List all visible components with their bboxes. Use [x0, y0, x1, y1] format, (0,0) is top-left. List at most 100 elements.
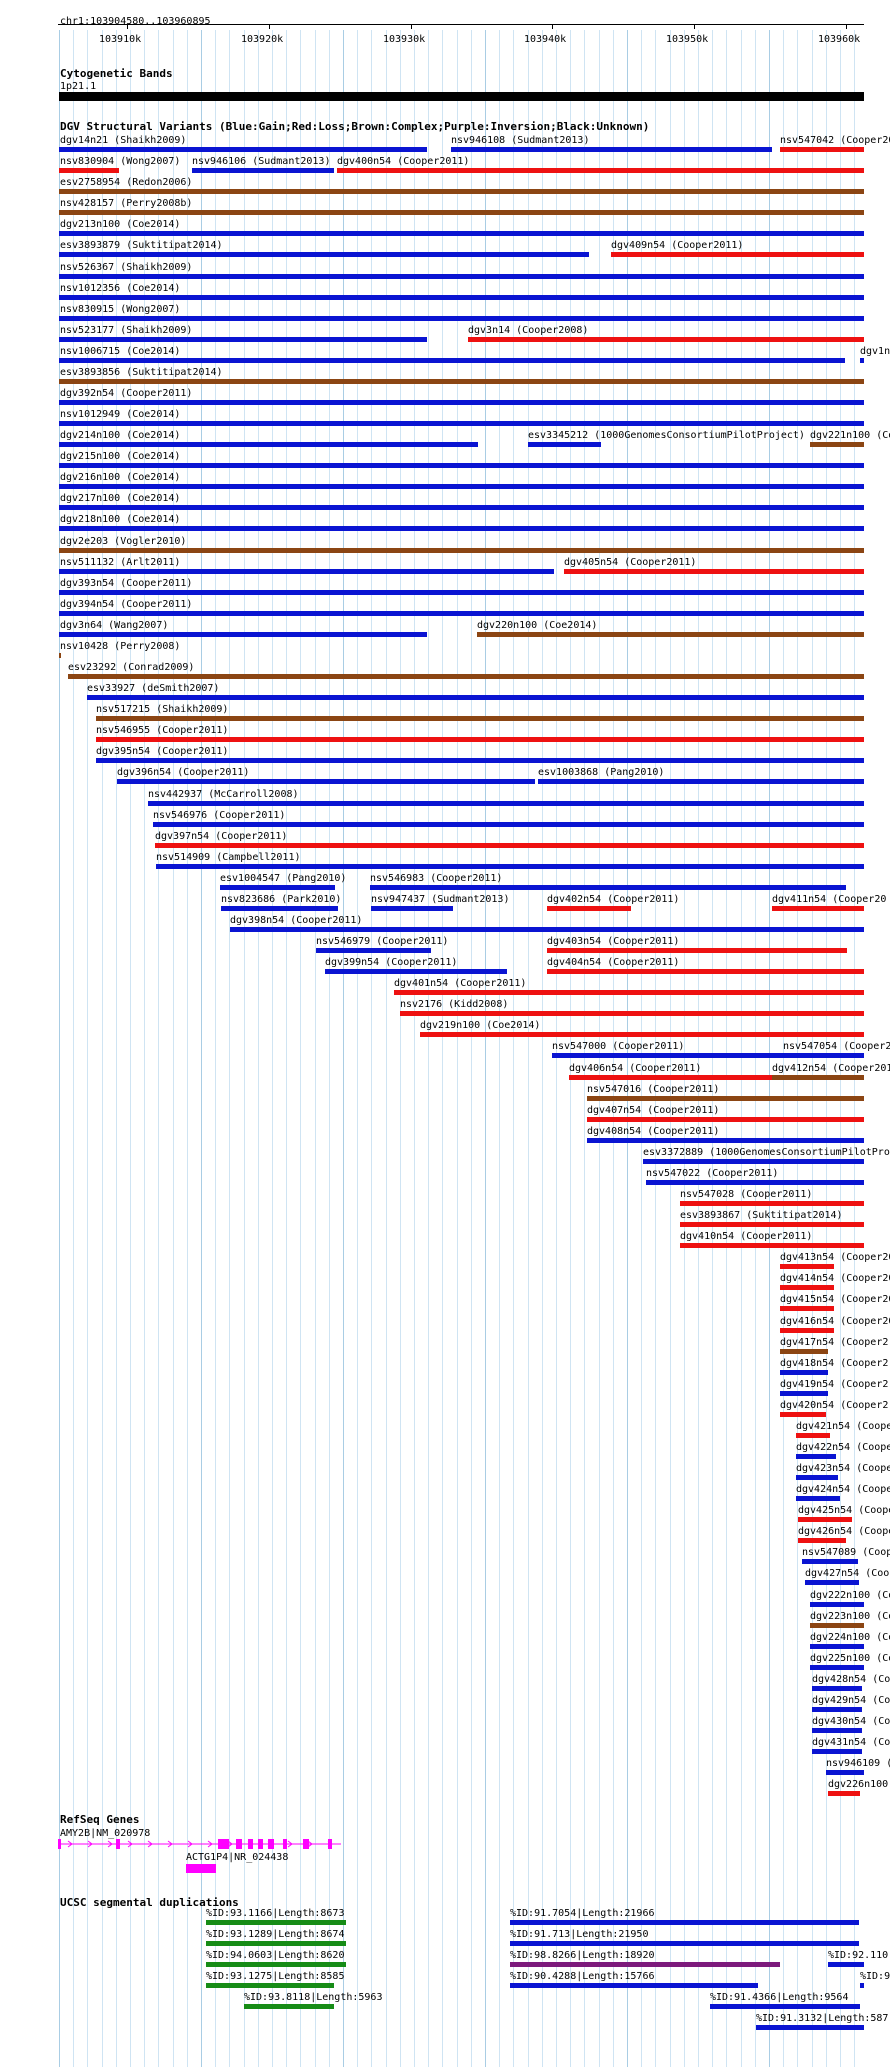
- dgv-feature-bar-gain[interactable]: [117, 779, 535, 785]
- dgv-feature-label[interactable]: dgv213n100 (Coe2014): [60, 219, 181, 231]
- dgv-feature-bar-gain[interactable]: [812, 1728, 862, 1733]
- dgv-feature-label[interactable]: dgv425n54 (Coope: [798, 1505, 890, 1517]
- dgv-feature-bar-loss[interactable]: [564, 568, 864, 574]
- dgv-feature-label[interactable]: dgv398n54 (Cooper2011): [230, 915, 363, 926]
- dgv-feature-label[interactable]: dgv416n54 (Cooper20: [780, 1315, 890, 1327]
- dgv-feature-bar-loss[interactable]: [680, 1222, 864, 1228]
- dgv-feature-bar-loss[interactable]: [394, 990, 864, 996]
- dgv-feature-label[interactable]: dgv218n100 (Coe2014): [60, 514, 181, 526]
- dgv-feature-label[interactable]: dgv2e203 (Vogler2010): [60, 535, 187, 547]
- dgv-feature-bar-loss[interactable]: [96, 737, 864, 743]
- dgv-feature-label[interactable]: dgv405n54 (Cooper2011): [564, 556, 697, 568]
- actg1p4-gene-bar[interactable]: [186, 1864, 216, 1873]
- dgv-feature-bar-gain[interactable]: [59, 147, 427, 152]
- dgv-feature-bar-loss[interactable]: [155, 842, 864, 848]
- dgv-feature-label[interactable]: esv3345212 (1000GenomesConsortiumPilotPr…: [528, 430, 805, 442]
- dgv-feature-label[interactable]: nsv547028 (Cooper2011): [680, 1189, 813, 1200]
- segdup-feature-label[interactable]: %ID:91.3132|Length:587: [756, 2013, 889, 2024]
- dgv-feature-bar-gain[interactable]: [826, 1770, 864, 1776]
- dgv-feature-bar-gain[interactable]: [796, 1475, 838, 1480]
- dgv-feature-label[interactable]: dgv224n100 (Co: [810, 1631, 890, 1643]
- dgv-feature-bar-loss[interactable]: [780, 1285, 834, 1291]
- dgv-feature-label[interactable]: dgv419n54 (Cooper2: [780, 1378, 889, 1390]
- segdup-feature-bar[interactable]: [206, 1941, 346, 1946]
- dgv-feature-bar-loss[interactable]: [547, 905, 631, 911]
- dgv-feature-label[interactable]: nsv547022 (Cooper2011): [646, 1167, 779, 1179]
- dgv-feature-label[interactable]: nsv1006715 (Coe2014): [60, 345, 181, 357]
- dgv-feature-bar-complex[interactable]: [96, 716, 864, 722]
- segdup-feature-bar[interactable]: [828, 1962, 864, 1967]
- dgv-feature-bar-loss[interactable]: [772, 905, 864, 911]
- dgv-feature-bar-gain[interactable]: [796, 1454, 836, 1459]
- dgv-feature-label[interactable]: nsv946109 (: [826, 1758, 890, 1770]
- dgv-feature-bar-loss[interactable]: [780, 147, 864, 152]
- dgv-feature-bar-gain[interactable]: [59, 442, 478, 448]
- dgv-feature-bar-loss[interactable]: [569, 1074, 864, 1080]
- segdup-feature-bar[interactable]: [756, 2025, 864, 2030]
- dgv-feature-bar-gain[interactable]: [59, 252, 589, 258]
- dgv-feature-label[interactable]: nsv546979 (Cooper2011): [316, 936, 449, 947]
- dgv-feature-bar-loss[interactable]: [780, 1327, 834, 1333]
- cytoband-1p21-1-bar[interactable]: [59, 92, 864, 101]
- dgv-feature-label[interactable]: nsv10428 (Perry2008): [60, 640, 181, 652]
- dgv-feature-bar-gain[interactable]: [87, 695, 864, 701]
- dgv-feature-label[interactable]: dgv413n54 (Cooper20: [780, 1252, 890, 1264]
- dgv-feature-bar-complex[interactable]: [772, 1074, 864, 1080]
- dgv-feature-label[interactable]: esv3893879 (Suktitipat2014): [60, 240, 223, 252]
- dgv-feature-label[interactable]: dgv414n54 (Cooper20: [780, 1273, 890, 1285]
- dgv-feature-label[interactable]: dgv426n54 (Coope: [798, 1526, 890, 1538]
- dgv-feature-label[interactable]: nsv830915 (Wong2007): [60, 303, 181, 315]
- dgv-feature-bar-gain[interactable]: [812, 1685, 862, 1691]
- dgv-feature-bar-loss[interactable]: [400, 1011, 864, 1017]
- dgv-feature-bar-loss[interactable]: [420, 1032, 864, 1038]
- dgv-feature-label[interactable]: nsv2176 (Kidd2008): [400, 999, 509, 1011]
- dgv-feature-bar-complex[interactable]: [59, 547, 864, 553]
- segdup-feature-label[interactable]: %ID:91.4366|Length:9564: [710, 1992, 849, 2003]
- dgv-feature-label[interactable]: dgv219n100 (Coe2014): [420, 1020, 541, 1032]
- dgv-feature-bar-complex[interactable]: [477, 631, 864, 637]
- dgv-feature-bar-complex[interactable]: [59, 378, 864, 384]
- dgv-feature-bar-loss[interactable]: [547, 948, 847, 953]
- dgv-feature-label[interactable]: dgv393n54 (Cooper2011): [60, 577, 193, 589]
- dgv-feature-bar-complex[interactable]: [780, 1348, 828, 1354]
- dgv-feature-label[interactable]: dgv220n100 (Coe2014): [477, 619, 598, 631]
- dgv-feature-label[interactable]: nsv547042 (Cooper20: [780, 135, 890, 146]
- dgv-feature-bar-gain[interactable]: [796, 1496, 840, 1502]
- dgv-feature-label[interactable]: dgv429n54 (Coo: [812, 1694, 890, 1706]
- dgv-feature-bar-gain[interactable]: [59, 568, 554, 574]
- dgv-feature-label[interactable]: dgv407n54 (Cooper2011): [587, 1104, 720, 1116]
- dgv-feature-bar-gain[interactable]: [371, 905, 453, 911]
- dgv-feature-bar-loss[interactable]: [796, 1432, 830, 1438]
- dgv-feature-label[interactable]: dgv216n100 (Coe2014): [60, 472, 181, 484]
- dgv-feature-bar-loss[interactable]: [680, 1243, 864, 1249]
- dgv-feature-bar-gain[interactable]: [812, 1706, 862, 1712]
- dgv-feature-bar-gain[interactable]: [528, 442, 601, 448]
- dgv-feature-label[interactable]: esv1004547 (Pang2010): [220, 872, 347, 884]
- dgv-feature-bar-gain[interactable]: [810, 1664, 864, 1670]
- dgv-feature-label[interactable]: dgv411n54 (Cooper20: [772, 893, 887, 905]
- dgv-feature-label[interactable]: esv2758954 (Redon2006): [60, 177, 193, 189]
- dgv-feature-label[interactable]: nsv514909 (Campbell2011): [156, 851, 301, 863]
- dgv-feature-label[interactable]: nsv830904 (Wong2007): [60, 156, 181, 168]
- dgv-feature-bar-gain[interactable]: [148, 800, 864, 806]
- segdup-feature-bar[interactable]: [510, 1920, 859, 1925]
- dgv-feature-bar-gain[interactable]: [552, 1053, 864, 1059]
- dgv-feature-label[interactable]: esv3893867 (Suktitipat2014): [680, 1210, 843, 1222]
- dgv-feature-label[interactable]: dgv3n64 (Wang2007): [60, 619, 169, 631]
- dgv-feature-bar-loss[interactable]: [611, 252, 864, 258]
- dgv-feature-label[interactable]: nsv517215 (Shaikh2009): [96, 704, 229, 716]
- dgv-feature-bar-gain[interactable]: [96, 758, 864, 764]
- dgv-feature-bar-complex[interactable]: [810, 442, 864, 448]
- dgv-feature-label[interactable]: dgv404n54 (Cooper2011): [547, 957, 680, 969]
- dgv-feature-label[interactable]: dgv431n54 (Coo: [812, 1737, 890, 1749]
- dgv-feature-label[interactable]: dgv217n100 (Coe2014): [60, 493, 181, 505]
- dgv-feature-bar-gain[interactable]: [59, 463, 864, 469]
- segdup-feature-bar[interactable]: [710, 2004, 860, 2009]
- refseq-label-amy2b[interactable]: AMY2B|NM_020978: [60, 1828, 151, 1839]
- segdup-feature-bar[interactable]: [206, 1920, 346, 1925]
- dgv-feature-label[interactable]: esv3893856 (Suktitipat2014): [60, 366, 223, 378]
- dgv-feature-label[interactable]: dgv396n54 (Cooper2011): [117, 767, 250, 779]
- dgv-feature-label[interactable]: dgv221n100 (Co: [810, 430, 890, 442]
- dgv-feature-label[interactable]: dgv3n14 (Cooper2008): [468, 324, 589, 336]
- dgv-feature-bar-gain[interactable]: [59, 589, 864, 595]
